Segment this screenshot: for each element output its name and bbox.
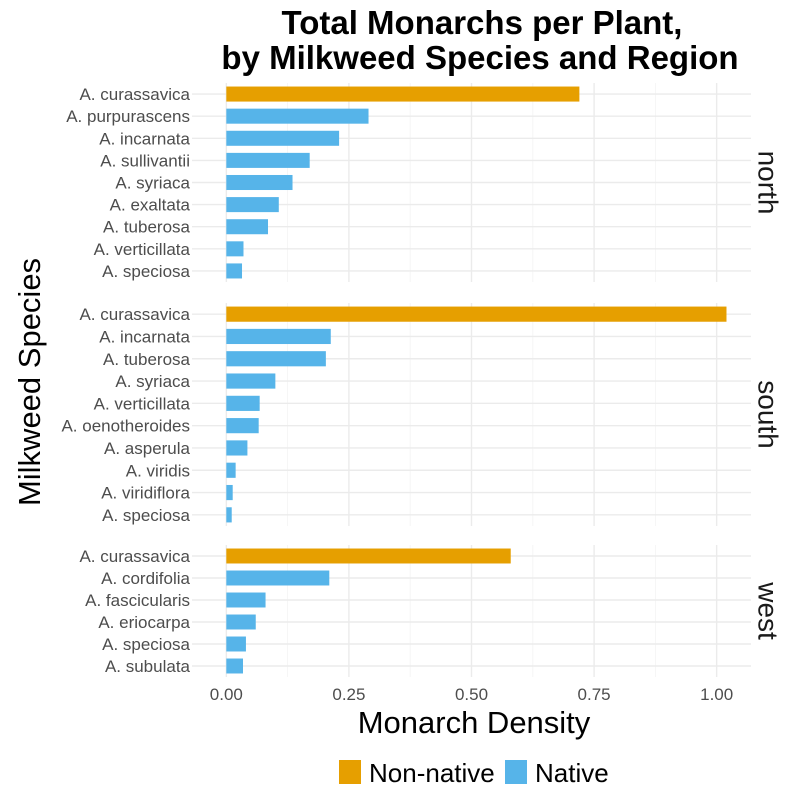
bar-west-2 — [226, 570, 330, 586]
y-tick-label: A. curassavica — [79, 547, 190, 566]
y-tick-label: A. incarnata — [99, 327, 190, 346]
bar-north-6 — [226, 197, 279, 213]
y-tick-label: A. curassavica — [79, 305, 190, 324]
y-tick-label: A. speciosa — [102, 506, 190, 525]
facet-label-south: south — [753, 380, 784, 449]
bar-south-6 — [226, 418, 259, 434]
legend: Non-native Native — [339, 758, 609, 788]
bar-south-5 — [226, 395, 260, 411]
y-tick-label: A. sullivantii — [100, 151, 190, 170]
y-tick-label: A. incarnata — [99, 129, 190, 148]
panel-south: A. curassavica A. incarnata A. tuberosa A. … — [61, 303, 784, 526]
bar-north-1 — [226, 86, 580, 102]
bar-north-3 — [226, 130, 340, 146]
y-tick-label: A. curassavica — [79, 85, 190, 104]
y-tick-label: A. speciosa — [102, 635, 190, 654]
bar-south-3 — [226, 351, 326, 367]
x-tick-label: 0.00 — [210, 685, 243, 704]
legend-key-native — [505, 760, 527, 784]
facet-label-west: west — [753, 581, 784, 640]
y-tick-label: A. exaltata — [110, 196, 191, 215]
panel-north: A. curassavica A. purpurascens A. incarnat… — [66, 83, 784, 282]
bar-south-4 — [226, 373, 276, 389]
x-tick-label: 0.25 — [332, 685, 365, 704]
bar-west-3 — [226, 592, 266, 608]
y-axis-title: Milkweed Species — [12, 258, 47, 506]
y-tick-label: A. asperula — [104, 439, 191, 458]
bar-north-5 — [226, 174, 293, 191]
x-tick-label: 1.00 — [700, 685, 733, 704]
x-tick-label: 0.50 — [455, 685, 488, 704]
bar-north-4 — [226, 152, 310, 168]
panel-west: A. curassavica A. cordifolia A. fascicular… — [79, 545, 784, 677]
bar-north-7 — [226, 219, 269, 235]
bar-south-10 — [226, 507, 232, 523]
x-tick-label: 0.75 — [578, 685, 611, 704]
bar-west-5 — [226, 636, 246, 652]
chart-subtitle: by Milkweed Species and Region — [221, 39, 738, 76]
y-tick-label: A. purpurascens — [66, 107, 190, 126]
y-tick-label: A. tuberosa — [103, 350, 190, 369]
y-tick-label: A. verticillata — [94, 394, 191, 413]
bar-north-2 — [226, 108, 369, 124]
bar-north-9 — [226, 263, 243, 279]
facet-label-north: north — [753, 151, 784, 215]
y-tick-label: A. fascicularis — [85, 591, 190, 610]
y-tick-label: A. oenotheroides — [61, 417, 190, 436]
legend-label-non-native: Non-native — [369, 758, 495, 788]
bar-west-4 — [226, 614, 256, 630]
y-tick-label: A. cordifolia — [101, 569, 190, 588]
bar-south-8 — [226, 462, 236, 478]
bar-south-7 — [226, 440, 248, 456]
y-tick-label: A. syriaca — [115, 174, 190, 193]
bar-north-8 — [226, 241, 244, 257]
y-tick-label: A. speciosa — [102, 262, 190, 281]
legend-label-native: Native — [535, 758, 609, 788]
y-tick-label: A. eriocarpa — [98, 613, 190, 632]
y-tick-label: A. subulata — [105, 657, 191, 676]
facet-panels: A. curassavica A. purpurascens A. incarnat… — [61, 83, 784, 677]
bar-south-1 — [226, 306, 727, 322]
y-tick-label: A. viridis — [126, 461, 190, 480]
legend-key-non-native — [339, 760, 361, 784]
chart-title: Total Monarchs per Plant, — [282, 4, 683, 41]
y-tick-label: A. syriaca — [115, 372, 190, 391]
x-axis-title: Monarch Density — [358, 705, 591, 740]
bar-west-1 — [226, 548, 511, 564]
y-tick-label: A. verticillata — [94, 240, 191, 259]
y-tick-label: A. tuberosa — [103, 218, 190, 237]
bar-west-6 — [226, 658, 243, 674]
bar-south-2 — [226, 328, 331, 345]
x-axis: 0.00 0.25 0.50 0.75 1.00 — [210, 685, 733, 704]
y-tick-label: A. viridiflora — [101, 484, 190, 503]
bar-south-9 — [226, 484, 233, 501]
